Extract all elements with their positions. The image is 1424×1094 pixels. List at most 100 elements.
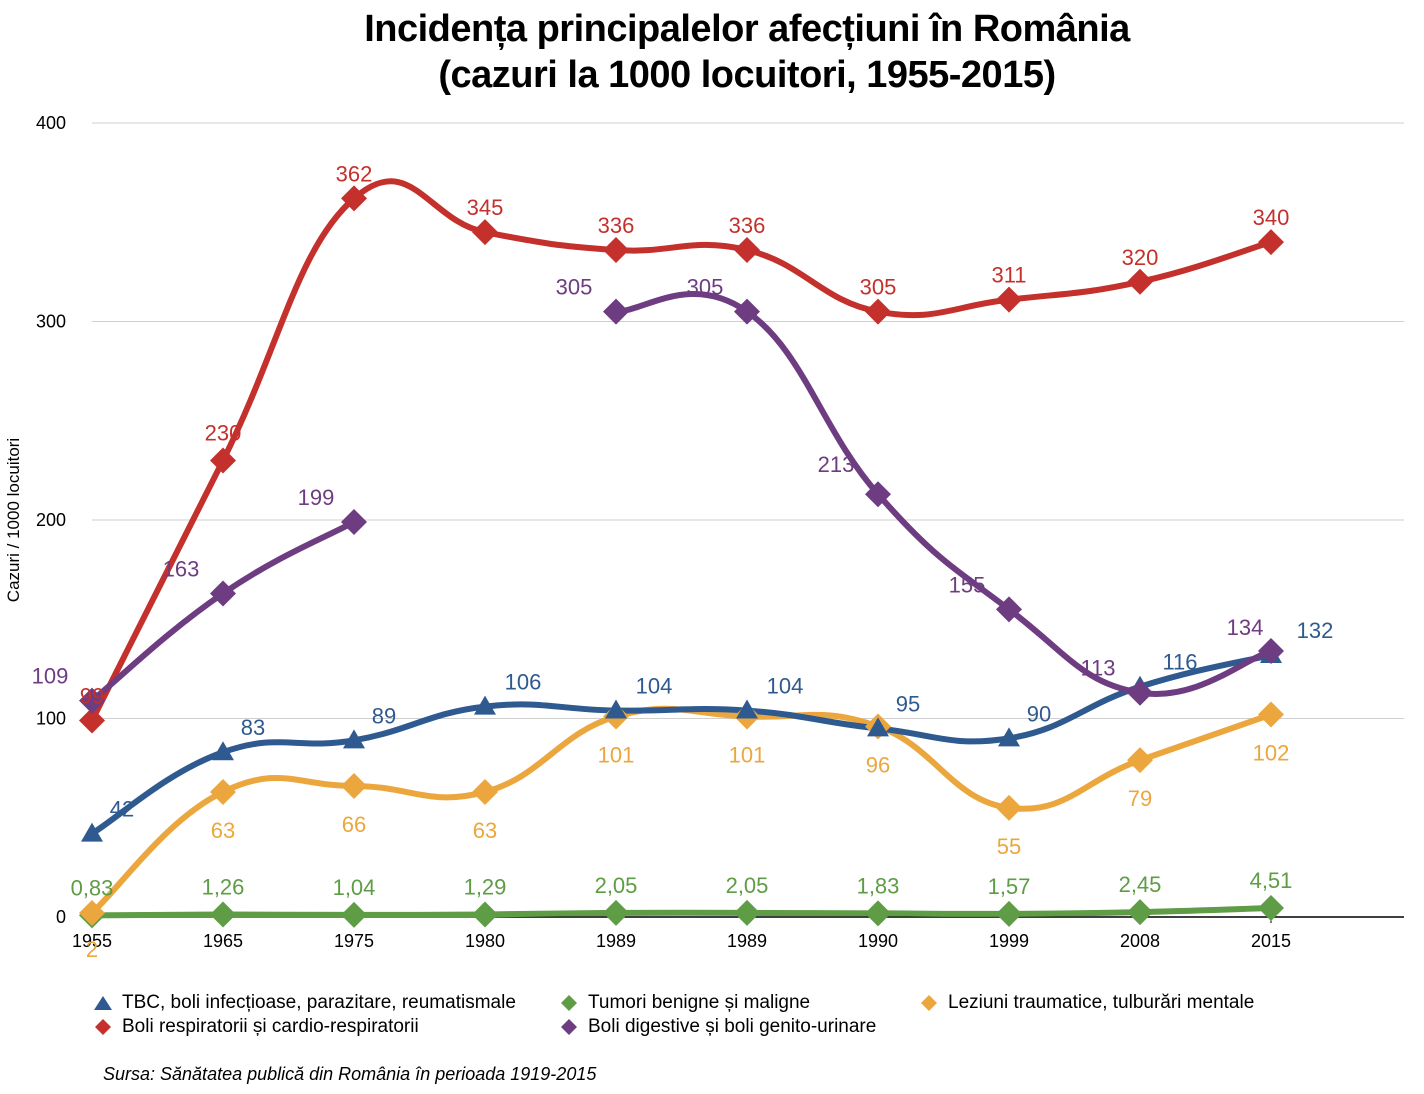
data-label: 2,45 (1119, 872, 1162, 897)
x-tick-label: 2008 (1120, 931, 1160, 951)
diamond-icon (561, 995, 577, 1011)
triangle-icon (94, 996, 112, 1010)
data-label: 95 (896, 691, 920, 716)
legend-label: Leziuni traumatice, tulburări mentale (948, 992, 1255, 1013)
x-tick-label: 1980 (465, 931, 505, 951)
data-point-marker (472, 219, 498, 246)
data-point-marker (734, 237, 760, 264)
data-point-marker (79, 707, 105, 734)
data-label: 305 (556, 275, 593, 300)
data-point-marker (734, 899, 760, 926)
data-point-marker (1127, 899, 1153, 926)
data-point-marker (734, 298, 760, 325)
data-label: 99 (80, 683, 104, 708)
data-label: 109 (32, 664, 69, 689)
data-label: 113 (1080, 656, 1115, 681)
data-point-marker (605, 699, 627, 719)
data-point-marker (341, 185, 367, 212)
data-point-marker (736, 699, 758, 719)
series-markers (79, 185, 1284, 929)
data-label: 132 (1297, 618, 1334, 643)
legend-label: Tumori benigne și maligne (588, 992, 811, 1013)
data-point-marker (867, 717, 889, 737)
data-label: 96 (866, 752, 890, 777)
x-tick-label: 1989 (596, 931, 636, 951)
x-tick-label: 2015 (1251, 931, 1291, 951)
data-label: 83 (241, 715, 265, 740)
data-label: 311 (991, 263, 1026, 288)
legend-item: Boli digestive și boli genito-urinare (558, 1016, 876, 1038)
chart-title: Incidența principalelor afecțiuni în Rom… (0, 6, 1424, 98)
data-point-marker (81, 822, 103, 842)
source-note: Sursa: Sănătatea publică din România în … (103, 1064, 597, 1084)
legend-label: TBC, boli infecțioase, parazitare, reuma… (122, 992, 516, 1013)
data-point-marker (865, 481, 891, 508)
data-label: 2 (86, 937, 98, 962)
data-label: 42 (110, 797, 134, 822)
data-label: 163 (163, 556, 200, 581)
data-label: 101 (729, 743, 766, 768)
y-tick-label: 0 (56, 907, 66, 927)
legend-label: Boli digestive și boli genito-urinare (588, 1016, 877, 1037)
x-tick-label: 1965 (203, 931, 243, 951)
data-point-marker (1258, 895, 1284, 922)
data-label: 79 (1128, 786, 1152, 811)
data-point-marker (1127, 268, 1153, 295)
data-label: 2,05 (595, 873, 638, 898)
data-label: 66 (342, 812, 366, 837)
data-label: 0,83 (71, 875, 114, 900)
legend-item: TBC, boli infecțioase, parazitare, reuma… (92, 992, 516, 1014)
data-point-marker (341, 508, 367, 535)
data-point-marker (603, 899, 629, 926)
data-point-marker (996, 596, 1022, 623)
y-tick-label: 100 (36, 709, 66, 729)
data-label: 1,04 (333, 875, 376, 900)
data-label: 63 (473, 818, 497, 843)
data-label: 106 (505, 670, 542, 695)
legend-item: Tumori benigne și maligne (558, 992, 810, 1014)
data-label: 305 (687, 275, 724, 300)
data-point-marker (210, 778, 236, 805)
y-tick-label: 200 (36, 510, 66, 530)
data-label: 63 (211, 818, 235, 843)
data-point-marker (1127, 747, 1153, 774)
data-point-marker (474, 695, 496, 715)
legend-item: Leziuni traumatice, tulburări mentale (918, 992, 1254, 1014)
data-label: 320 (1122, 245, 1159, 270)
data-point-marker (996, 794, 1022, 821)
data-label: 230 (205, 420, 242, 445)
data-label: 102 (1253, 741, 1290, 766)
data-point-marker (79, 687, 105, 714)
data-point-marker (865, 298, 891, 325)
x-tick-label: 1975 (334, 931, 374, 951)
data-labels: 0,83 1,26 1,04 1,29 2,05 2,05 1,83 1,57 2,45 4,51… (32, 161, 1334, 962)
y-axis-title: Cazuri / 1000 locuitori (4, 438, 23, 602)
data-point-marker (79, 900, 105, 927)
data-label: 340 (1253, 205, 1290, 230)
data-point-marker (865, 900, 891, 927)
data-point-marker (210, 580, 236, 607)
data-label: 101 (598, 743, 635, 768)
data-point-marker (998, 727, 1020, 747)
series-line (89, 178, 1274, 724)
data-label: 89 (372, 703, 396, 728)
y-tick-label: 300 (36, 312, 66, 332)
data-point-marker (1258, 638, 1284, 665)
diamond-icon (561, 1019, 577, 1035)
data-label: 55 (997, 834, 1021, 859)
series-line (89, 518, 357, 704)
series-line (89, 905, 1274, 919)
data-label: 1,26 (202, 874, 245, 899)
data-label: 155 (949, 572, 986, 597)
legend-label: Boli respiratorii și cardio-respiratorii (122, 1016, 419, 1037)
data-point-marker (343, 729, 365, 749)
data-point-marker (1258, 229, 1284, 256)
x-tick-label: 1999 (989, 931, 1029, 951)
data-point-marker (603, 237, 629, 264)
series-lines (89, 178, 1274, 919)
data-point-marker (603, 298, 629, 325)
data-label: 1,83 (857, 873, 900, 898)
legend-item: Boli respiratorii și cardio-respiratorii (92, 1016, 419, 1038)
x-tick-label: 1990 (858, 931, 898, 951)
